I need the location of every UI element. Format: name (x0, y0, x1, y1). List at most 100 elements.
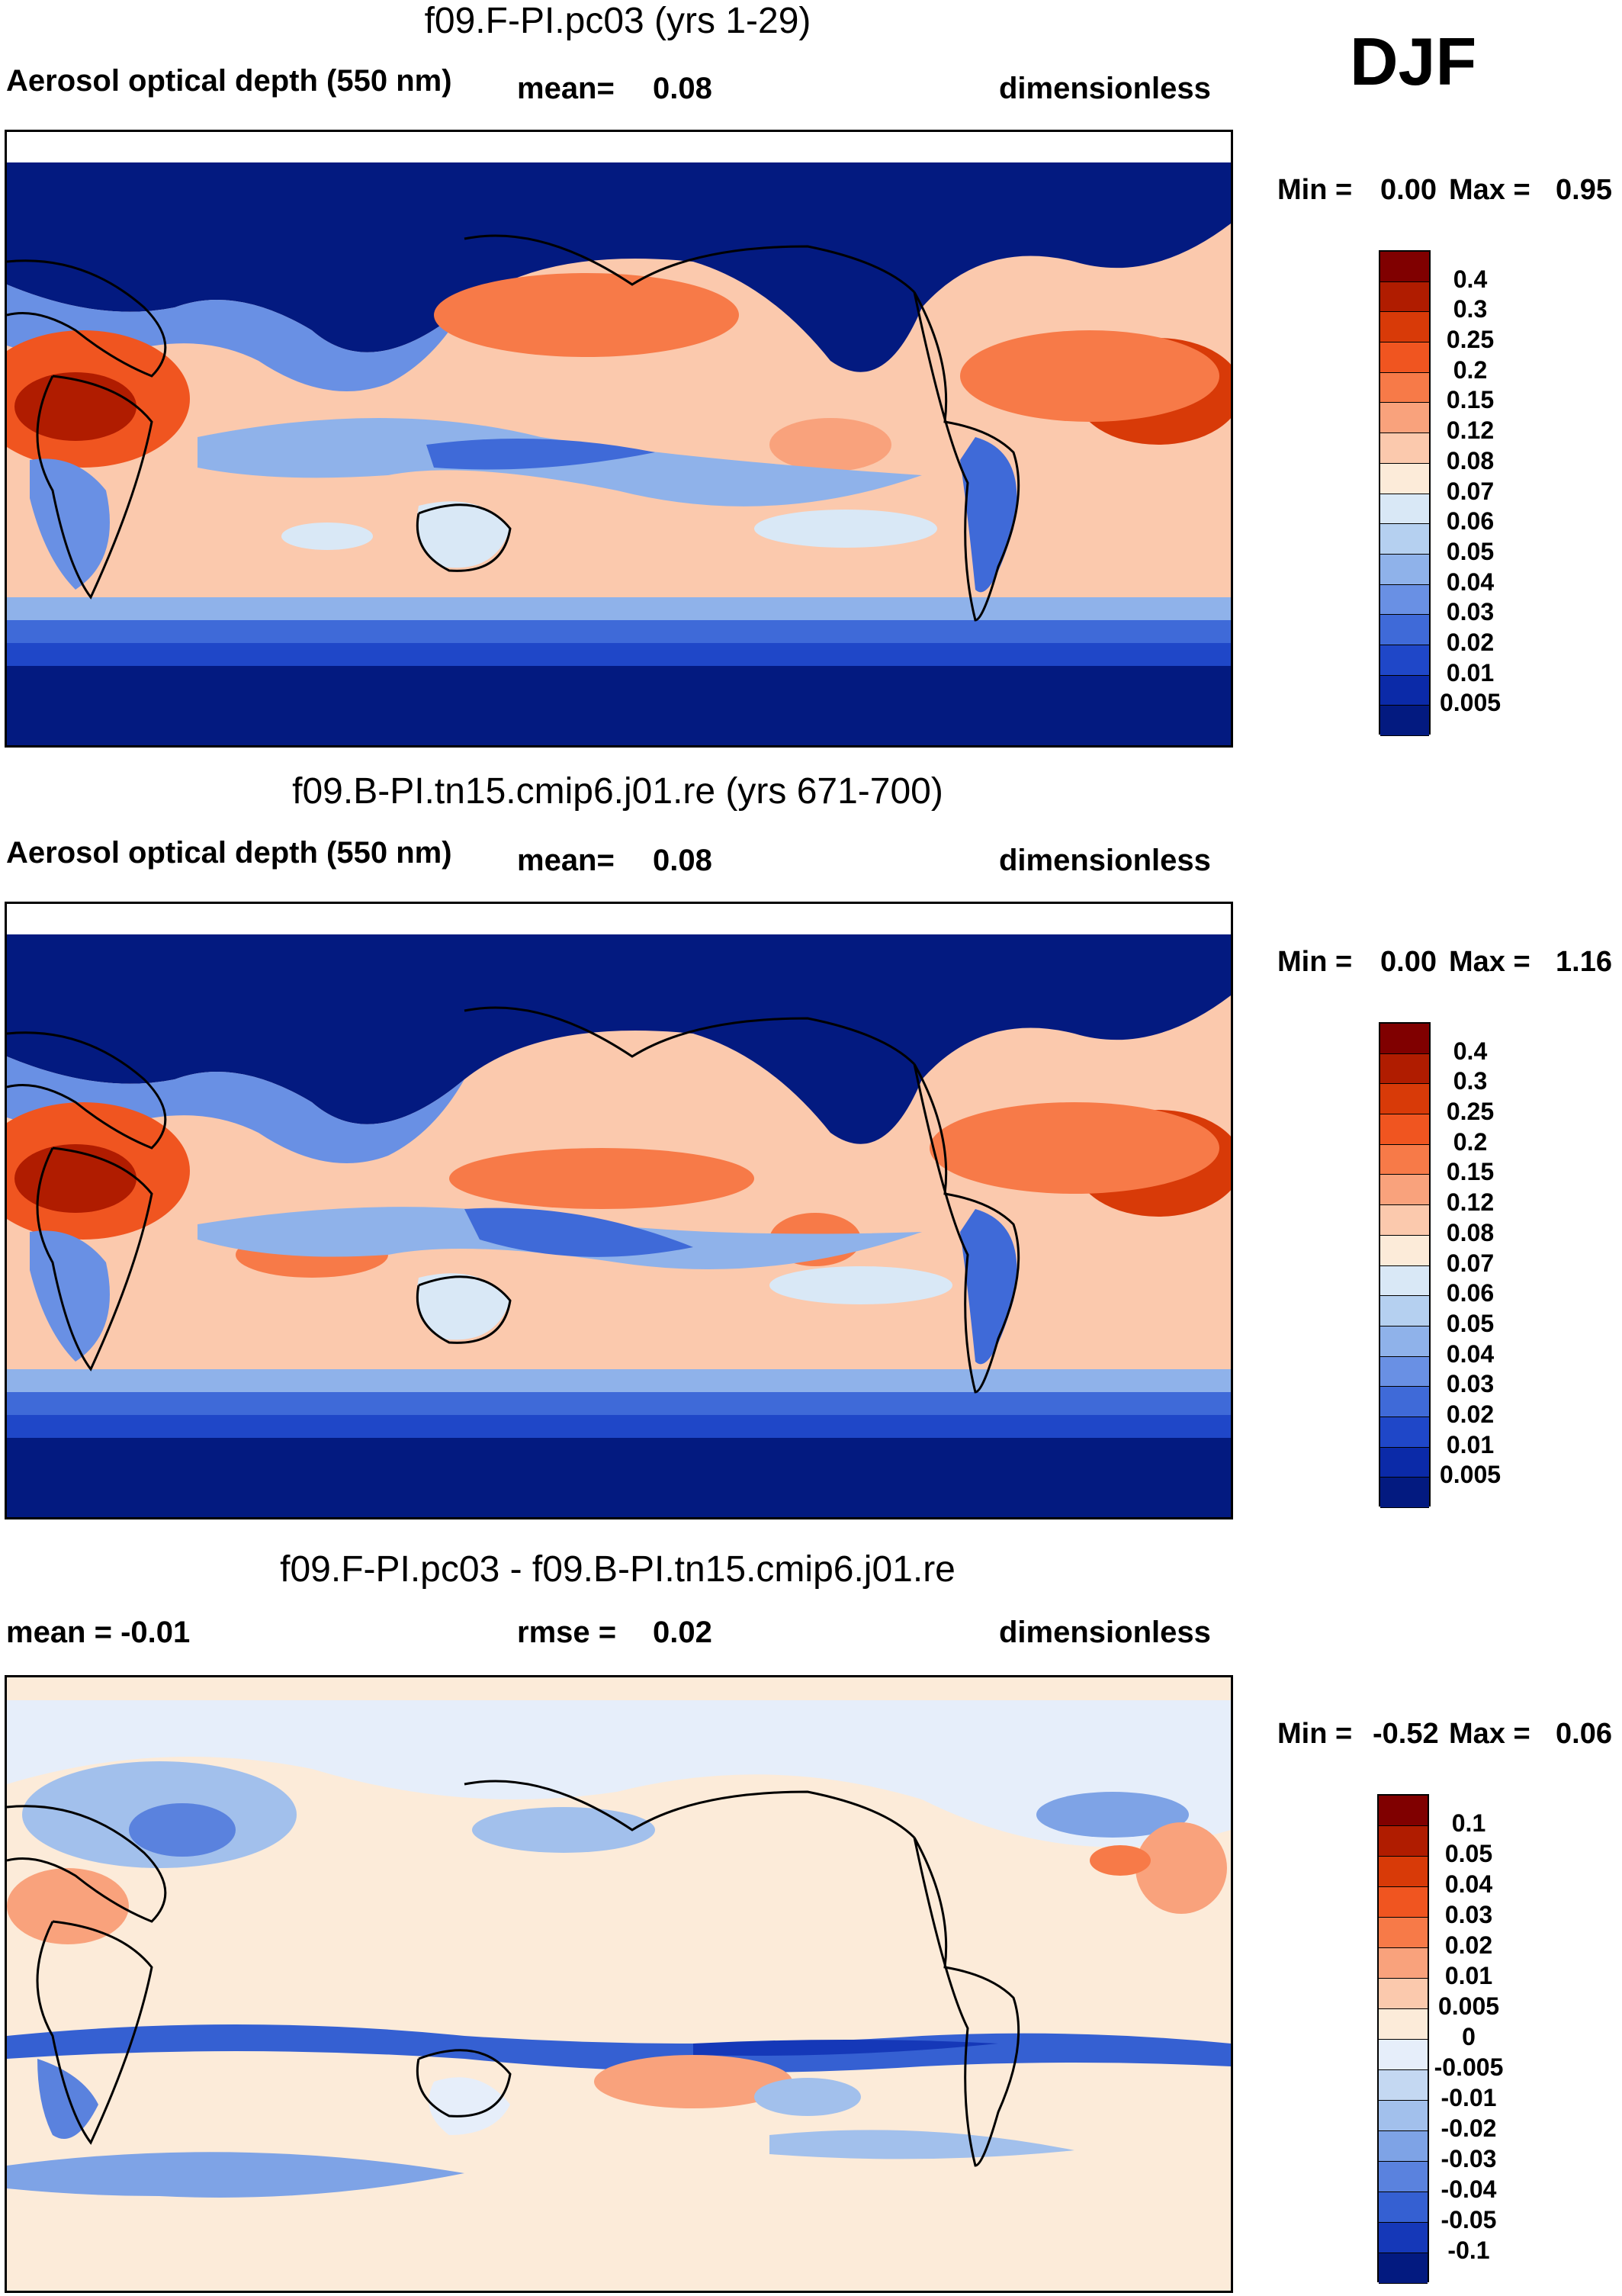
colorbar-segment (1380, 1053, 1429, 1085)
colorbar-label: 0.06 (1446, 507, 1495, 535)
colorbar-segment (1380, 403, 1429, 434)
colorbar-label: 0.15 (1446, 1158, 1495, 1186)
colorbar-label: 0.08 (1446, 446, 1495, 474)
colorbar-segment (1380, 1024, 1429, 1054)
panel1-mean-label: mean= (517, 72, 615, 105)
colorbar-segment (1380, 1387, 1429, 1417)
colorbar-segment (1379, 1826, 1428, 1857)
colorbar-segment (1379, 2101, 1428, 2131)
colorbar-segment (1380, 615, 1429, 645)
colorbar-segment (1380, 1326, 1429, 1357)
panel1-units: dimensionless (999, 72, 1211, 105)
panel3-mean-text: mean = -0.01 (6, 1616, 191, 1649)
colorbar-label: 0.05 (1446, 1309, 1495, 1337)
colorbar-label: 0.4 (1453, 1037, 1488, 1065)
panel1-min-value: 0.00 (1380, 174, 1437, 206)
panel2-colorbar: 0.4 0.3 0.25 0.2 0.15 0.12 0.08 0.07 0.06 0.05 0.0… (1379, 1022, 1501, 1508)
colorbar-segment (1380, 252, 1429, 282)
colorbar-segment (1380, 1235, 1429, 1266)
colorbar-label: 0.02 (1446, 1400, 1495, 1428)
panel3-colorbar: 0.1 0.05 0.04 0.03 0.02 0.01 0.005 0 -0.005 -0.01… (1377, 1794, 1503, 2284)
panel2-max-label: Max = (1449, 946, 1530, 978)
colorbar-label: 0.15 (1446, 386, 1495, 414)
colorbar-label: 0.07 (1446, 1249, 1495, 1277)
season-label: DJF (1350, 24, 1477, 99)
colorbar-segment (1380, 494, 1429, 525)
colorbar-label: 0.08 (1446, 1218, 1495, 1246)
colorbar-segment (1379, 2223, 1428, 2253)
colorbar-label: 0.4 (1453, 265, 1488, 293)
panel3-units: dimensionless (999, 1616, 1211, 1649)
panel3-map-field (7, 1677, 1231, 2291)
panel1-map (5, 130, 1233, 748)
panel2-min-value: 0.00 (1380, 946, 1437, 978)
colorbar-segment (1380, 1356, 1429, 1388)
colorbar-segment (1379, 1857, 1428, 1887)
colorbar-segment (1380, 1478, 1429, 1508)
colorbar-segment (1380, 675, 1429, 706)
panel2-max-value: 1.16 (1556, 946, 1612, 978)
colorbar-label: 0.01 (1444, 1962, 1493, 1989)
panel3-map (5, 1675, 1233, 2293)
colorbar-label: 0.2 (1453, 355, 1488, 384)
colorbar-label: 0.02 (1444, 1931, 1493, 1959)
colorbar-label: 0.005 (1439, 689, 1502, 717)
panel3-title: f09.F-PI.pc03 - f09.B-PI.tn15.cmip6.j01.… (280, 1549, 956, 1590)
colorbar-segment (1379, 1887, 1428, 1918)
colorbar-label: 0.07 (1446, 477, 1495, 505)
colorbar-segment (1380, 1175, 1429, 1206)
colorbar-label: 0 (1462, 2023, 1476, 2050)
colorbar-label: 0.03 (1444, 1901, 1493, 1928)
colorbar-segment (1379, 1796, 1428, 1826)
panel2-title: f09.B-PI.tn15.cmip6.j01.re (yrs 671-700) (292, 771, 943, 812)
colorbar-label: 0.06 (1446, 1279, 1495, 1307)
colorbar-label: 0.04 (1446, 568, 1495, 596)
colorbar-segment (1379, 2192, 1428, 2223)
colorbar-segment (1380, 1417, 1429, 1448)
panel2-mean-value: 0.08 (653, 844, 712, 877)
colorbar-segment (1380, 1296, 1429, 1326)
colorbar-label: 0.03 (1446, 1370, 1495, 1398)
colorbar-segment (1380, 1265, 1429, 1297)
colorbar-segment (1379, 2253, 1428, 2284)
colorbar-label: -0.1 (1447, 2237, 1490, 2264)
panel2-units: dimensionless (999, 844, 1211, 877)
colorbar-label: 0.03 (1446, 598, 1495, 626)
panel1-colorbar: 0.4 0.3 0.25 0.2 0.15 0.12 0.08 0.07 0.06 0.05 0.0… (1379, 250, 1501, 736)
colorbar-label: 0.12 (1446, 416, 1495, 445)
colorbar-segment (1380, 1144, 1429, 1175)
colorbar-label: -0.04 (1441, 2175, 1497, 2203)
colorbar-label: 0.005 (1437, 1992, 1500, 2020)
panel3-rmse-value: 0.02 (653, 1616, 712, 1649)
colorbar-label: 0.05 (1446, 537, 1495, 565)
panel1-min-label: Min = (1277, 174, 1353, 206)
colorbar-label: 0.01 (1446, 658, 1495, 687)
colorbar-segment (1379, 1979, 1428, 2009)
colorbar-segment (1380, 1447, 1429, 1478)
colorbar-label: 0.01 (1446, 1430, 1495, 1458)
colorbar-segment (1379, 2040, 1428, 2070)
panel1-variable-label: Aerosol optical depth (550 nm) (6, 64, 452, 98)
panel1-map-field (7, 132, 1231, 745)
colorbar-segment (1380, 342, 1429, 373)
panel1-max-label: Max = (1449, 174, 1530, 206)
colorbar-segment (1380, 554, 1429, 585)
colorbar-label: 0.2 (1453, 1127, 1488, 1156)
colorbar-segment (1380, 524, 1429, 555)
colorbar-segment (1380, 433, 1429, 464)
panel1-title: f09.F-PI.pc03 (yrs 1-29) (424, 1, 811, 41)
panel2-min-label: Min = (1277, 946, 1353, 978)
panel1-max-value: 0.95 (1556, 174, 1612, 206)
colorbar-segment (1379, 2162, 1428, 2192)
panel2-variable-label: Aerosol optical depth (550 nm) (6, 836, 452, 870)
panel2-map (5, 902, 1233, 1519)
colorbar-label: 0.05 (1444, 1840, 1493, 1867)
colorbar-label: 0.3 (1453, 295, 1488, 323)
colorbar-label: 0.3 (1453, 1067, 1488, 1095)
panel1-mean-value: 0.08 (653, 72, 712, 105)
panel3-rmse-label: rmse = (517, 1616, 617, 1649)
colorbar-label: -0.05 (1441, 2206, 1497, 2233)
colorbar-segment (1380, 1114, 1429, 1145)
panel2-map-field (7, 904, 1231, 1517)
colorbar-segment (1379, 1918, 1428, 1948)
